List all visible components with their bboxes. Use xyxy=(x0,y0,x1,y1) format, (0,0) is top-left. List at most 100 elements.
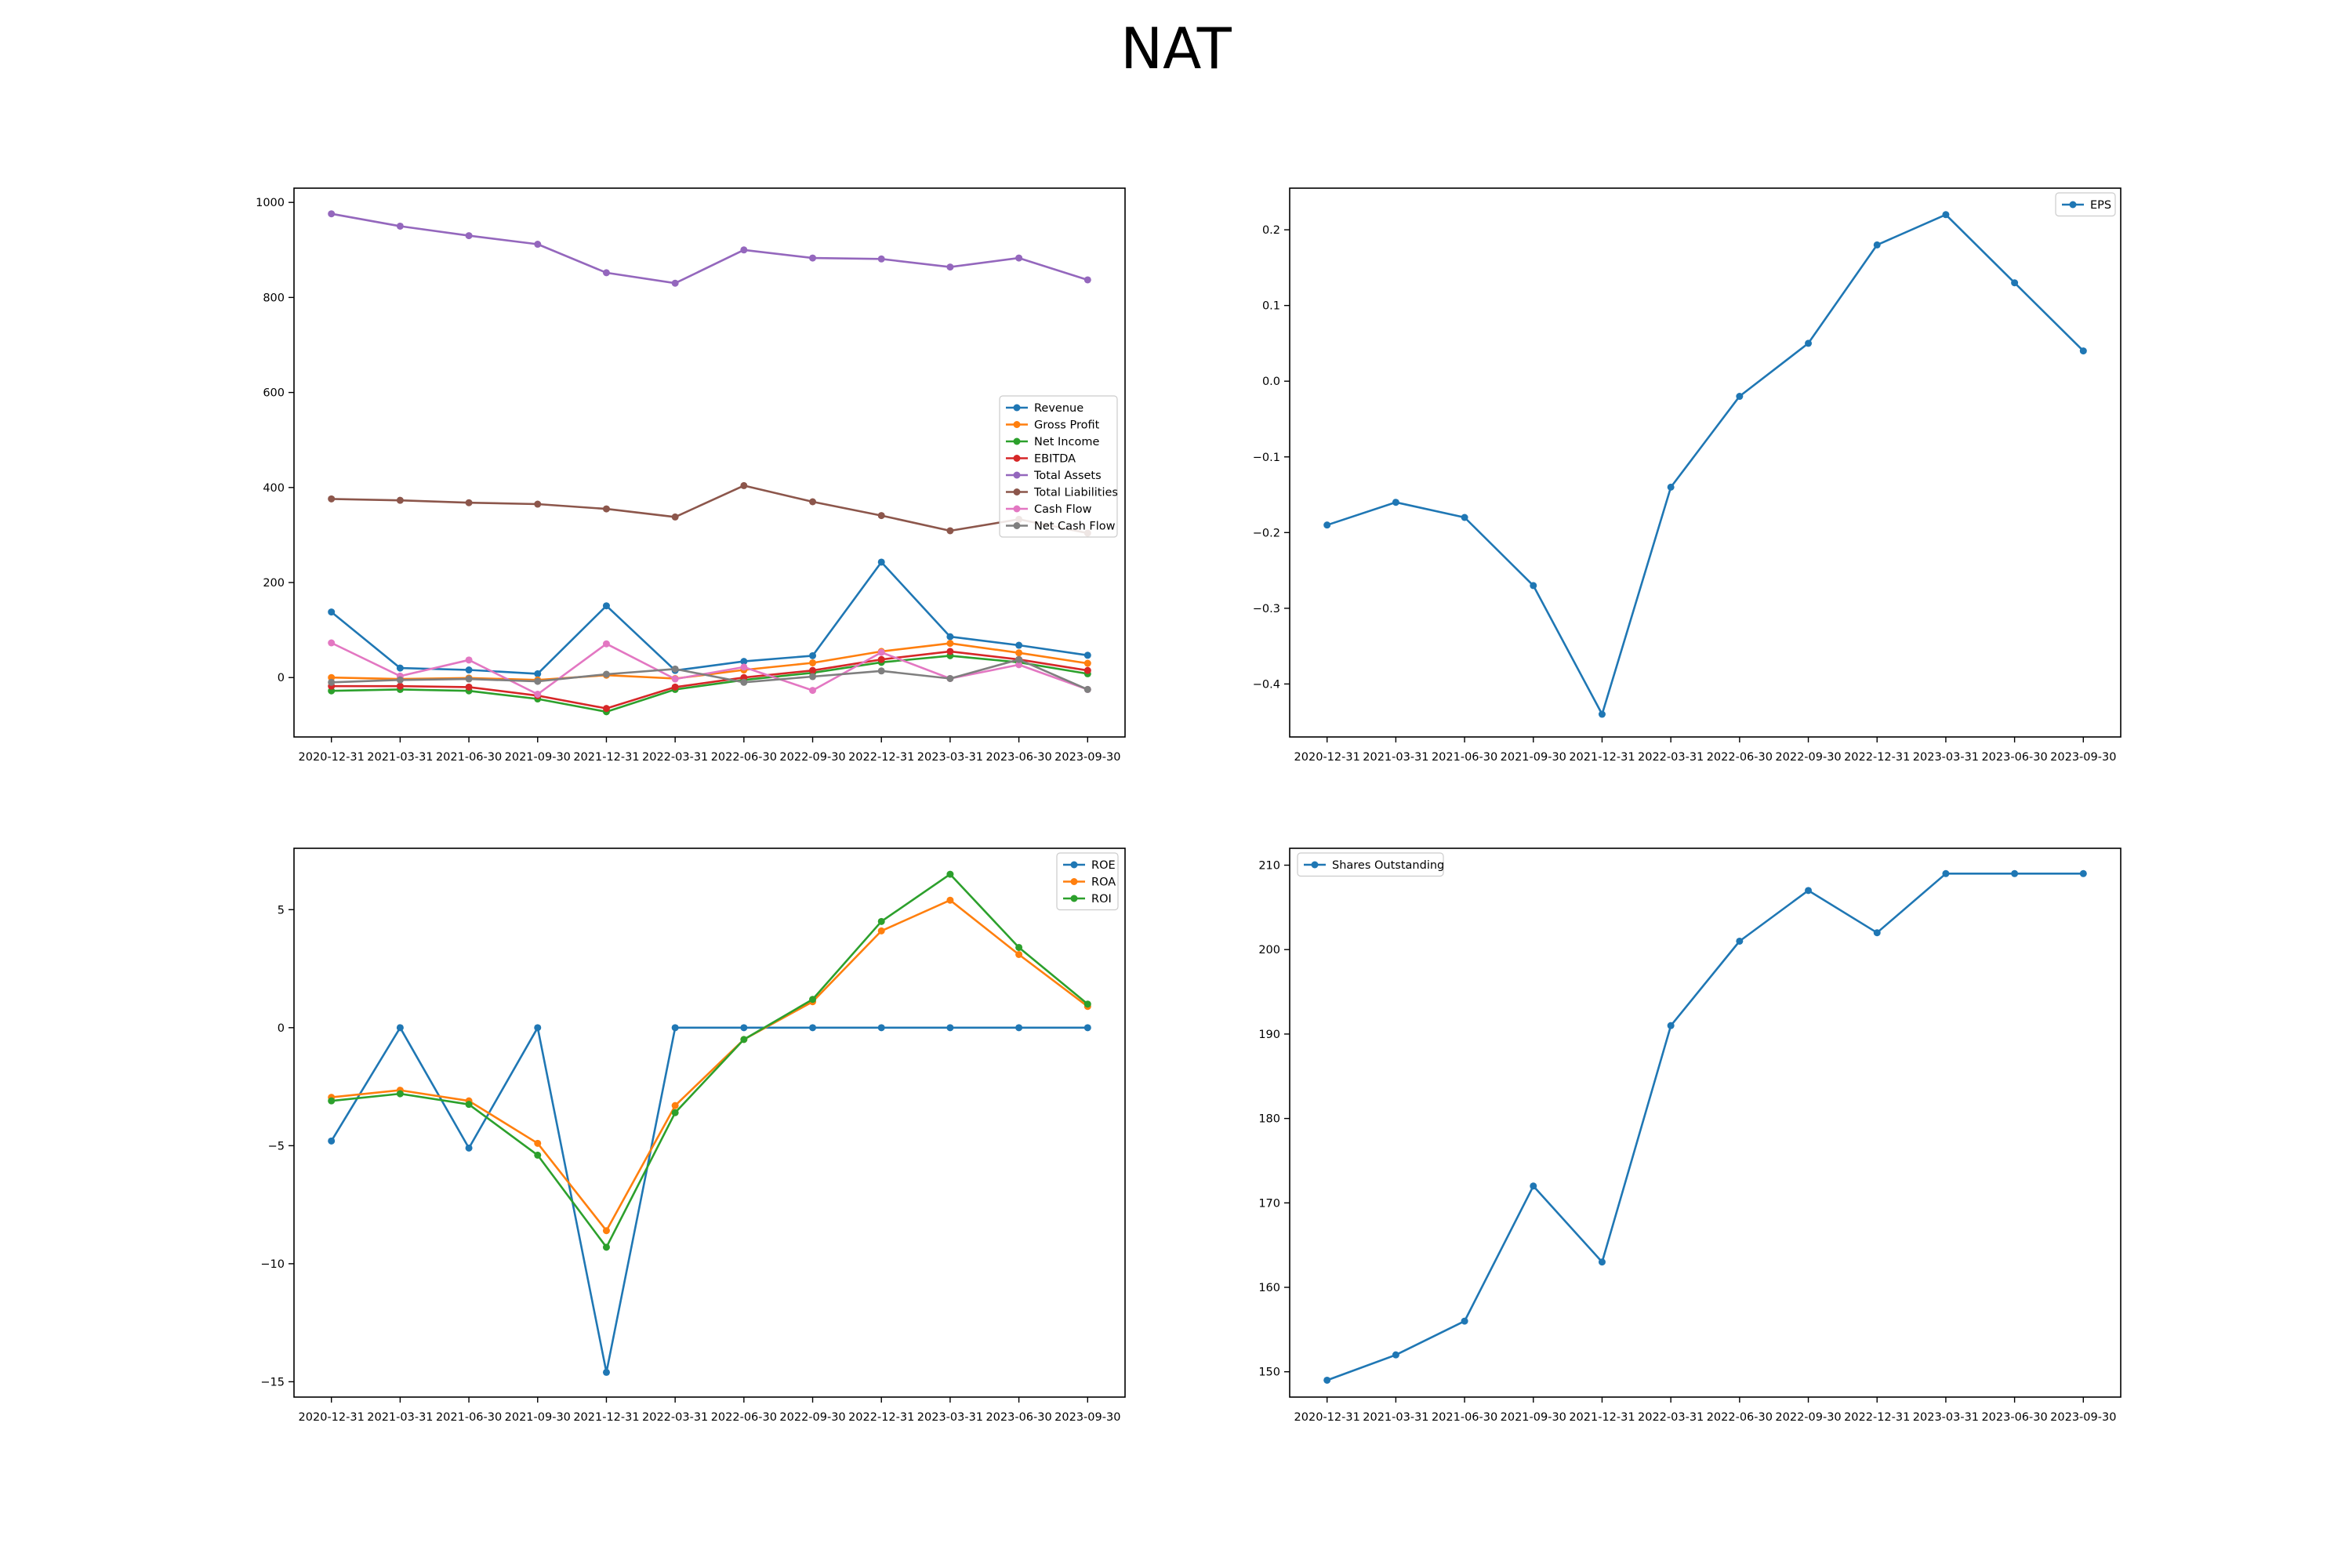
series-line xyxy=(330,1026,1088,1374)
data-point xyxy=(534,241,542,249)
data-point xyxy=(946,1024,954,1032)
data-point xyxy=(809,659,817,666)
data-point xyxy=(1015,655,1023,663)
data-point xyxy=(946,896,954,904)
series-line xyxy=(331,485,1088,535)
data-point xyxy=(1015,661,1023,669)
data-point xyxy=(671,513,679,521)
data-point xyxy=(946,674,954,682)
data-point xyxy=(946,648,954,655)
data-point xyxy=(1873,929,1881,937)
x-tick-label: 2022-06-30 xyxy=(1707,751,1773,764)
y-tick-label: 0.1 xyxy=(1262,300,1280,313)
y-tick-label: 400 xyxy=(263,482,285,495)
data-point xyxy=(1667,1022,1675,1029)
data-point xyxy=(465,675,473,683)
data-point xyxy=(671,1024,679,1032)
data-point xyxy=(328,678,336,686)
y-tick-label: −0.1 xyxy=(1253,452,1280,464)
data-point xyxy=(465,656,473,664)
data-point xyxy=(534,1151,542,1159)
chart-panel-eps: 2020-12-31 2021-03-31 2021-06-30 2021-09-30… xyxy=(1253,187,2122,764)
plot-frame xyxy=(1289,187,2122,738)
legend-label: ROE xyxy=(1091,859,1116,872)
data-point xyxy=(396,1090,404,1098)
data-point xyxy=(602,602,610,610)
data-point xyxy=(946,263,954,271)
data-point xyxy=(1083,1024,1091,1032)
data-point xyxy=(671,683,679,691)
legend-marker xyxy=(1013,522,1021,529)
data-point xyxy=(1667,483,1675,491)
x-tick-label: 2022-03-31 xyxy=(642,751,708,764)
data-point xyxy=(465,232,473,240)
x-tick-label: 2022-09-30 xyxy=(779,1411,845,1424)
plot-frame xyxy=(293,187,1126,738)
data-point xyxy=(602,1243,610,1251)
data-point xyxy=(1083,1000,1091,1008)
data-point xyxy=(396,1024,404,1032)
chart-panel-financials: 2020-12-31 2021-03-31 2021-06-30 2021-09-30… xyxy=(256,187,1126,764)
data-point xyxy=(1015,943,1023,951)
data-point xyxy=(740,481,748,489)
data-point xyxy=(740,1024,748,1032)
x-tick-label: 2022-12-31 xyxy=(1844,751,1910,764)
legend-box xyxy=(999,395,1118,538)
legend: EPS xyxy=(2055,192,2116,217)
data-point xyxy=(1015,254,1023,262)
legend-marker xyxy=(1013,455,1021,462)
data-point xyxy=(2079,347,2087,355)
legend-label: Cash Flow xyxy=(1034,503,1092,516)
data-point xyxy=(1015,1024,1023,1032)
legend-label: Net Cash Flow xyxy=(1034,521,1116,533)
data-point xyxy=(809,254,817,262)
data-point xyxy=(396,664,404,672)
data-point xyxy=(809,673,817,681)
chart-panel-shares-outstanding: 2020-12-31 2021-03-31 2021-06-30 2021-09-30… xyxy=(1258,848,2122,1424)
data-point xyxy=(1461,514,1468,521)
data-point xyxy=(1736,937,1744,945)
series-ebitda xyxy=(328,648,1091,713)
data-point xyxy=(946,640,954,648)
series-total-liabilities xyxy=(328,481,1091,537)
data-point xyxy=(328,1097,336,1105)
data-point xyxy=(1805,887,1813,895)
data-point xyxy=(396,222,404,230)
x-tick-label: 2023-03-31 xyxy=(917,751,983,764)
y-tick-label: 800 xyxy=(263,292,285,304)
data-point xyxy=(877,558,885,566)
data-point xyxy=(1083,659,1091,667)
data-point xyxy=(1015,950,1023,958)
data-point xyxy=(328,210,336,218)
y-tick-label: 0 xyxy=(278,672,285,684)
data-point xyxy=(396,676,404,684)
x-tick-label: 2023-06-30 xyxy=(985,751,1051,764)
series-shares-outstanding xyxy=(1323,869,2087,1384)
x-tick-label: 2022-06-30 xyxy=(1707,1411,1773,1424)
legend: Revenue Gross Profit Net Income EBITDA Total… xyxy=(999,395,1118,538)
x-tick-label: 2021-06-30 xyxy=(1432,751,1497,764)
data-point xyxy=(465,683,473,691)
y-tick-label: 200 xyxy=(1258,944,1280,956)
x-tick-label: 2021-12-31 xyxy=(1569,751,1635,764)
x-tick-label: 2021-09-30 xyxy=(1501,1411,1566,1424)
data-point xyxy=(465,666,473,674)
data-point xyxy=(877,255,885,263)
y-tick-label: 5 xyxy=(278,904,285,916)
data-point xyxy=(534,1139,542,1147)
data-point xyxy=(671,279,679,287)
data-point xyxy=(602,1227,610,1235)
data-point xyxy=(671,665,679,673)
series-line xyxy=(1327,213,2085,716)
data-point xyxy=(877,667,885,675)
data-point xyxy=(1323,521,1331,529)
data-point xyxy=(1323,1376,1331,1384)
data-point xyxy=(671,1102,679,1109)
legend-label: Shares Outstanding xyxy=(1332,859,1444,872)
x-tick-label: 2021-06-30 xyxy=(436,751,502,764)
x-tick-label: 2023-03-31 xyxy=(917,1411,983,1424)
x-tick-label: 2020-12-31 xyxy=(1294,1411,1360,1424)
data-point xyxy=(602,1368,610,1376)
y-tick-label: −0.4 xyxy=(1253,678,1280,691)
